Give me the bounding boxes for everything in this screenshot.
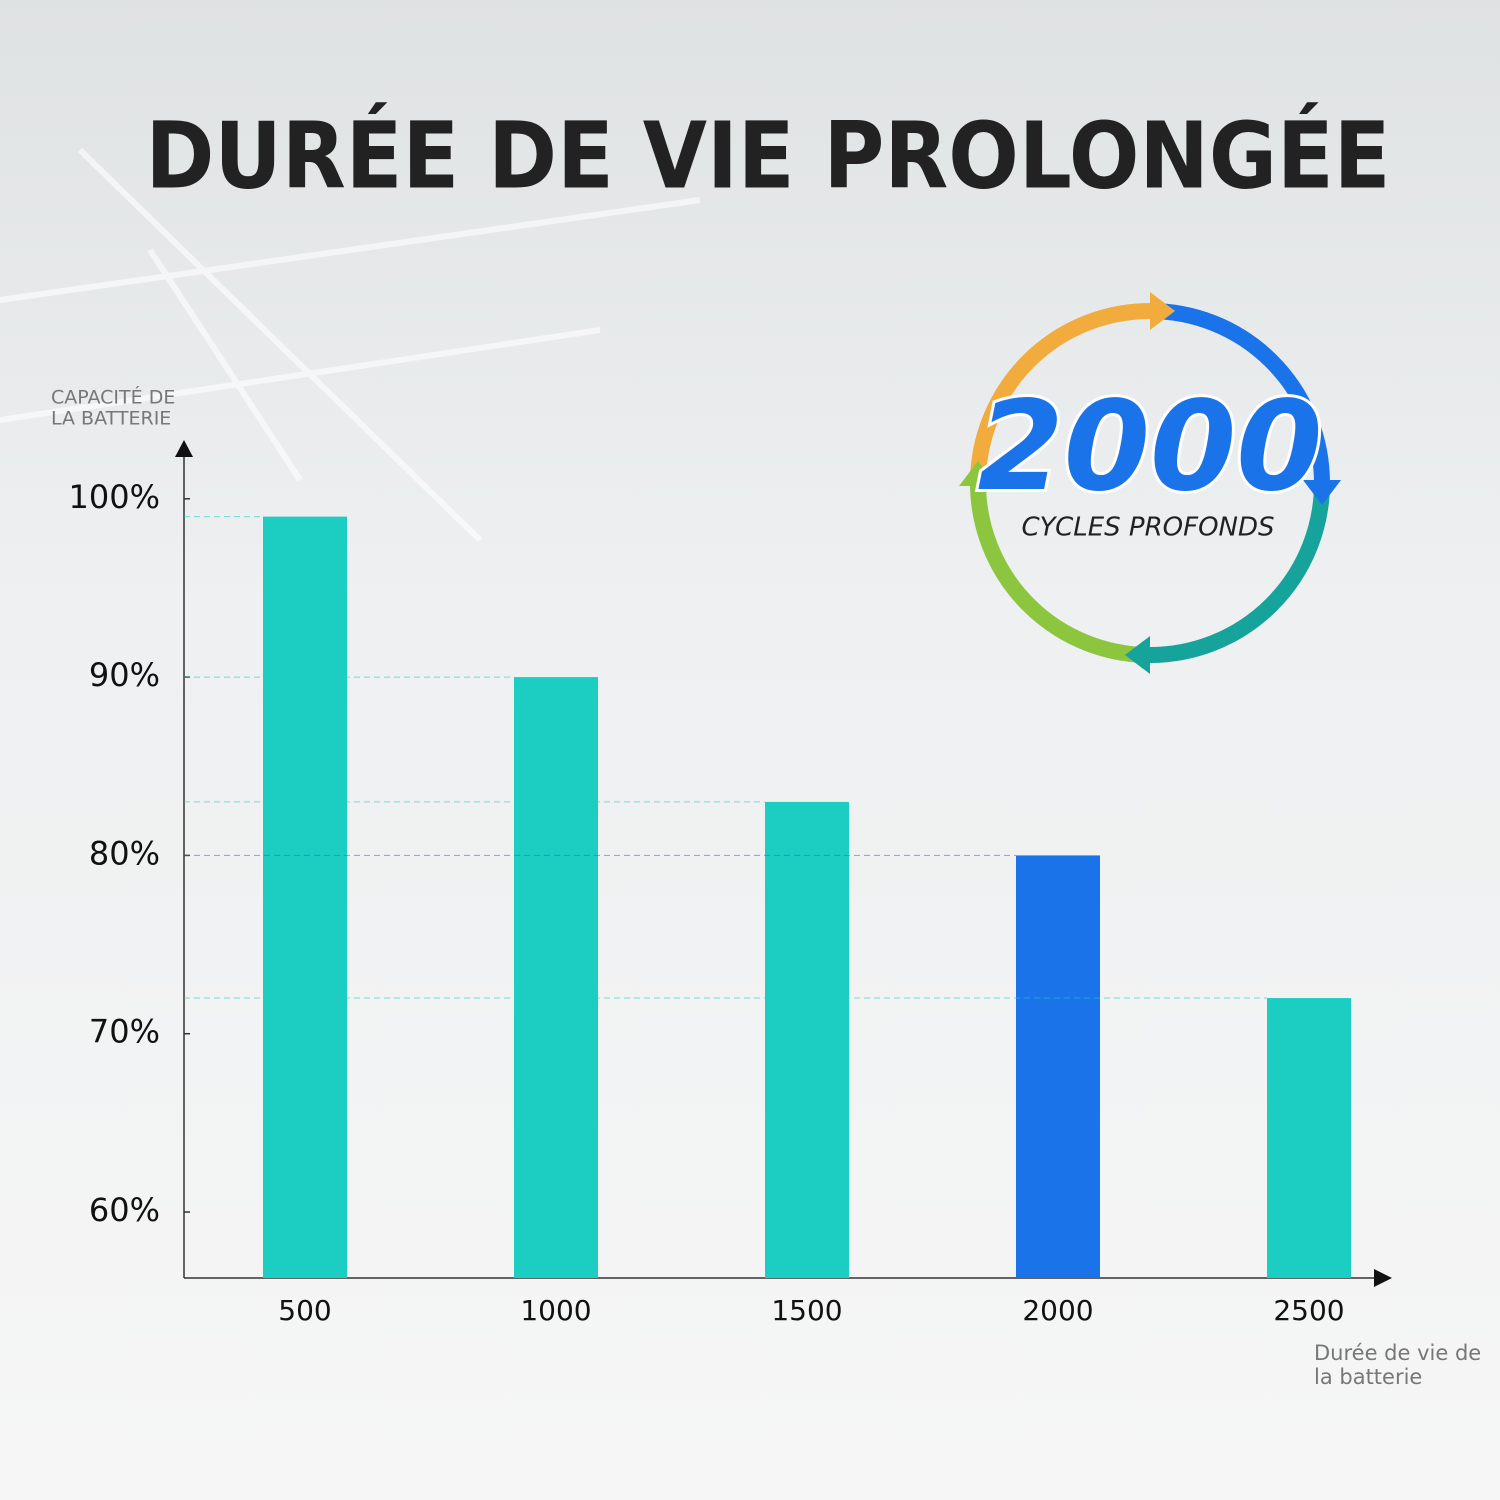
chart-title: DURÉE DE VIE PROLONGÉE xyxy=(146,101,1391,209)
y-tick-label: 100% xyxy=(69,478,160,516)
bar xyxy=(263,516,347,1278)
bar xyxy=(1267,998,1351,1278)
y-tick-label: 60% xyxy=(89,1191,160,1229)
x-tick-label: 1500 xyxy=(771,1294,842,1327)
bar xyxy=(514,677,598,1278)
y-axis-label: CAPACITÉ DE xyxy=(51,386,175,409)
y-tick-label: 70% xyxy=(89,1013,160,1051)
badge-text: CYCLES PROFONDS xyxy=(1021,513,1274,543)
x-axis-label: Durée de vie de xyxy=(1314,1341,1481,1365)
y-axis-label: LA BATTERIE xyxy=(51,408,171,430)
x-tick-label: 2500 xyxy=(1273,1294,1344,1327)
bar xyxy=(765,801,849,1278)
x-tick-label: 2000 xyxy=(1022,1294,1093,1327)
y-tick-label: 80% xyxy=(89,834,160,872)
bar xyxy=(1016,855,1100,1278)
x-tick-label: 1000 xyxy=(520,1294,591,1327)
badge xyxy=(959,292,1341,674)
y-tick-label: 90% xyxy=(89,656,160,694)
x-axis-label: la batterie xyxy=(1314,1365,1422,1389)
background-lines xyxy=(0,147,701,543)
x-tick-label: 500 xyxy=(278,1294,331,1327)
badge-number: 2000 xyxy=(977,375,1322,519)
